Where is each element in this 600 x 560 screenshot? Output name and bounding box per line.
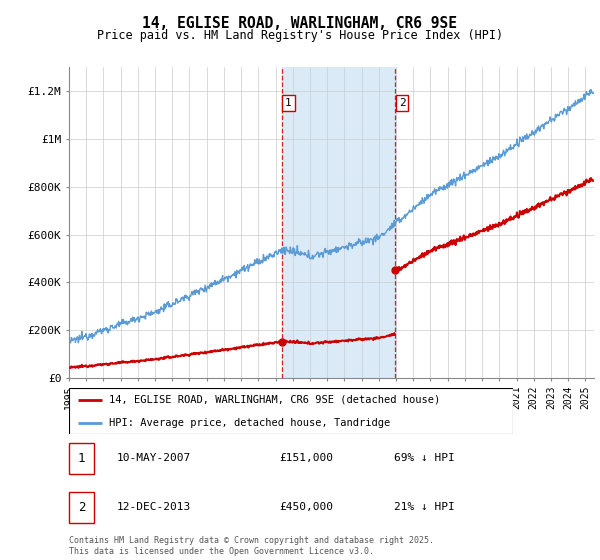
Text: 10-MAY-2007: 10-MAY-2007	[116, 454, 191, 463]
Text: 1: 1	[285, 98, 292, 108]
Bar	[69, 442, 94, 474]
Text: 12-DEC-2013: 12-DEC-2013	[116, 502, 191, 512]
Bar	[69, 492, 94, 523]
Text: 2: 2	[78, 501, 85, 514]
Text: 1: 1	[78, 452, 85, 465]
Text: 21% ↓ HPI: 21% ↓ HPI	[395, 502, 455, 512]
Text: 69% ↓ HPI: 69% ↓ HPI	[395, 454, 455, 463]
Text: HPI: Average price, detached house, Tandridge: HPI: Average price, detached house, Tand…	[109, 418, 390, 427]
Bar	[282, 67, 395, 378]
Text: £151,000: £151,000	[279, 454, 333, 463]
Text: Contains HM Land Registry data © Crown copyright and database right 2025.
This d: Contains HM Land Registry data © Crown c…	[69, 536, 434, 556]
Text: 2: 2	[398, 98, 406, 108]
Text: Price paid vs. HM Land Registry's House Price Index (HPI): Price paid vs. HM Land Registry's House …	[97, 29, 503, 43]
Text: 14, EGLISE ROAD, WARLINGHAM, CR6 9SE (detached house): 14, EGLISE ROAD, WARLINGHAM, CR6 9SE (de…	[109, 395, 440, 404]
Text: £450,000: £450,000	[279, 502, 333, 512]
Text: 14, EGLISE ROAD, WARLINGHAM, CR6 9SE: 14, EGLISE ROAD, WARLINGHAM, CR6 9SE	[143, 16, 458, 31]
